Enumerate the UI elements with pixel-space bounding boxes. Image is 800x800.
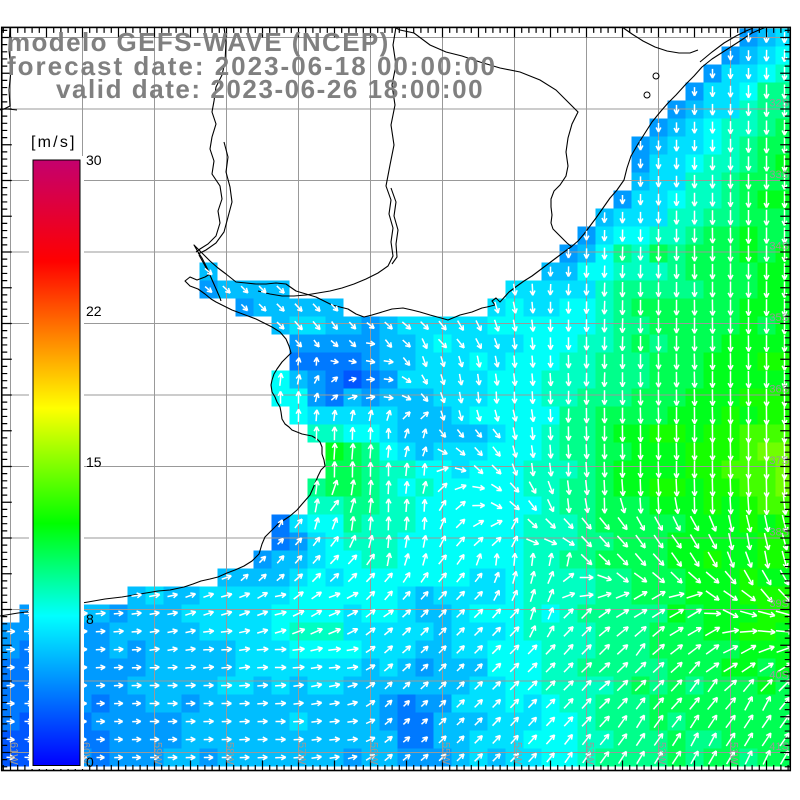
svg-text:53W: 53W — [584, 742, 596, 765]
svg-text:35S: 35S — [769, 312, 789, 324]
svg-text:32S: 32S — [769, 98, 789, 110]
svg-text:36S: 36S — [769, 384, 789, 396]
svg-text:modelo GEFS-WAVE (NCEP): modelo GEFS-WAVE (NCEP) — [7, 27, 390, 57]
svg-text:41S: 41S — [769, 741, 789, 753]
svg-text:59W: 59W — [152, 742, 164, 765]
svg-text:forecast date: 2023-06-18 00:0: forecast date: 2023-06-18 00:00:00 — [7, 51, 497, 81]
svg-text:0: 0 — [86, 754, 94, 770]
svg-text:valid date: 2023-06-26 18:00:0: valid date: 2023-06-26 18:00:00 — [56, 74, 484, 104]
svg-text:33S: 33S — [769, 169, 789, 181]
svg-text:22: 22 — [86, 303, 102, 319]
svg-text:[m/s]: [m/s] — [31, 134, 77, 151]
svg-text:54W: 54W — [512, 742, 524, 765]
svg-text:39S: 39S — [769, 598, 789, 610]
svg-text:58W: 58W — [224, 742, 236, 765]
svg-text:61W: 61W — [8, 742, 20, 765]
svg-text:15: 15 — [86, 454, 102, 470]
svg-text:8: 8 — [86, 611, 94, 627]
svg-text:57W: 57W — [296, 742, 308, 765]
svg-text:34S: 34S — [769, 241, 789, 253]
svg-text:56W: 56W — [368, 742, 380, 765]
svg-text:55W: 55W — [440, 742, 452, 765]
svg-text:52W: 52W — [656, 742, 668, 765]
svg-text:38S: 38S — [769, 527, 789, 539]
svg-text:40S: 40S — [769, 670, 789, 682]
svg-text:51W: 51W — [728, 742, 740, 765]
svg-text:30: 30 — [86, 152, 102, 168]
svg-text:37S: 37S — [769, 455, 789, 467]
